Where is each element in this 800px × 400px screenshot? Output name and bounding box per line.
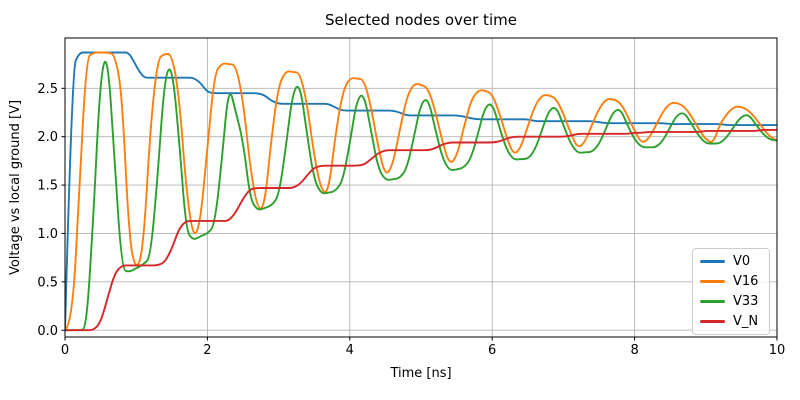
legend: V0 V16 V33 V_N	[692, 248, 770, 335]
x-tick-label: 10	[769, 343, 786, 358]
y-tick-label: 1.5	[37, 179, 58, 194]
legend-label-V33: V33	[733, 293, 759, 309]
legend-item-V0: V0	[700, 253, 762, 271]
x-tick-label: 4	[346, 343, 354, 358]
axes-spines	[64, 37, 778, 338]
y-tick-label: 0.5	[37, 275, 58, 290]
x-tick-label: 0	[61, 343, 69, 358]
x-tick-label: 6	[488, 343, 496, 358]
legend-item-V33: V33	[700, 292, 762, 310]
chart-title: Selected nodes over time	[325, 11, 517, 29]
legend-swatch-V0	[700, 260, 725, 264]
y-axis-label: Voltage vs local ground [V]	[8, 99, 23, 276]
legend-item-V_N: V_N	[700, 312, 762, 330]
series-line-V_N	[65, 128, 777, 332]
y-tick-label: 0.0	[37, 324, 58, 339]
x-tick-label: 2	[203, 343, 211, 358]
series-line-V33	[65, 60, 777, 332]
y-tick-label: 2.0	[37, 130, 58, 145]
series-line-V16	[65, 51, 777, 332]
legend-swatch-V_N	[700, 319, 725, 323]
legend-label-V_N: V_N	[733, 313, 759, 329]
legend-label-V0: V0	[733, 254, 751, 270]
legend-swatch-V33	[700, 299, 725, 303]
series-line-V0	[65, 51, 777, 332]
x-axis-label: Time [ns]	[390, 366, 452, 381]
legend-item-V16: V16	[700, 273, 762, 291]
y-tick-label: 2.5	[37, 82, 58, 97]
legend-label-V16: V16	[733, 274, 759, 290]
x-tick-label: 8	[630, 343, 638, 358]
legend-swatch-V16	[700, 280, 725, 284]
y-tick-label: 1.0	[37, 227, 58, 242]
